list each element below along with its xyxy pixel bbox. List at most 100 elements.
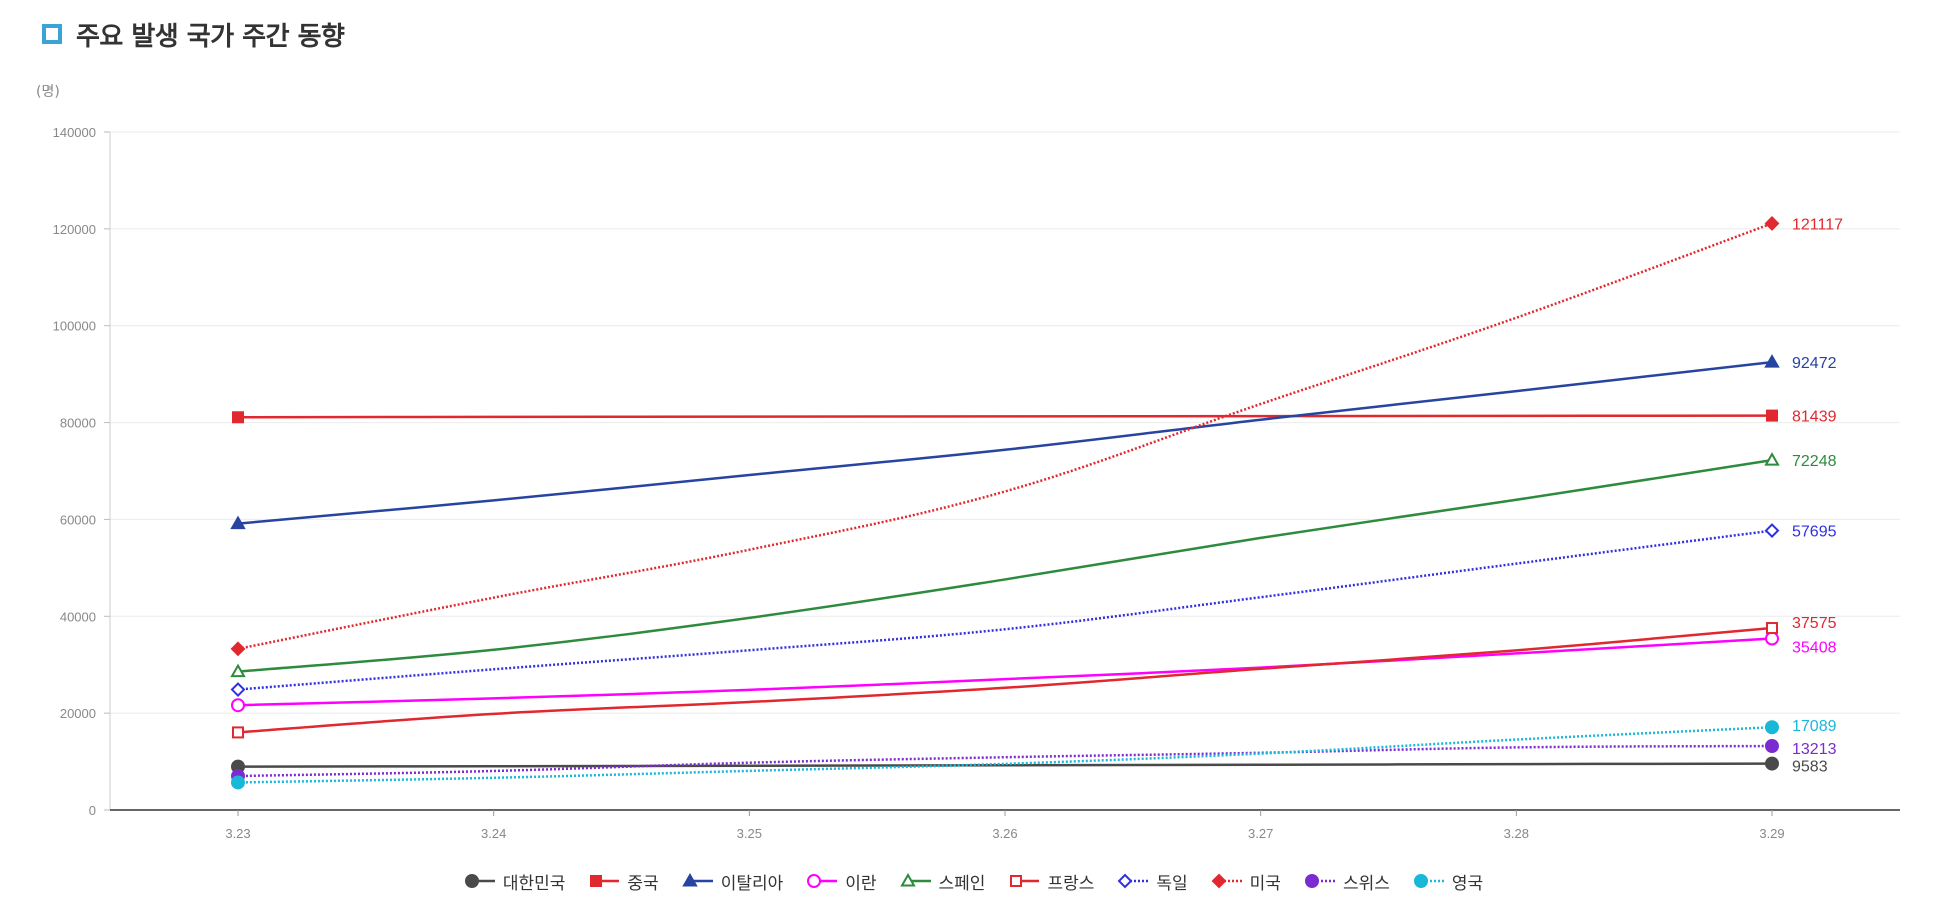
legend-marker[interactable] — [464, 874, 479, 888]
legend-swatch — [1117, 873, 1149, 889]
series-line — [237, 626, 1773, 734]
legend-label: 대한민국 — [502, 873, 566, 894]
legend-marker[interactable] — [1413, 874, 1428, 888]
legend-marker[interactable] — [1304, 874, 1319, 888]
data-label: 35408 — [1792, 640, 1837, 657]
data-point[interactable] — [1766, 409, 1778, 422]
legend-swatch — [464, 874, 495, 888]
data-label: 17089 — [1792, 718, 1837, 735]
y-tick-label: 100000 — [53, 319, 96, 334]
chart-legend: 대한민국 중국 이탈리아 이란 스페인 프랑스 독일 미국 스위스 영국 — [0, 866, 1946, 896]
series-3 — [230, 354, 1780, 530]
series-5 — [230, 452, 1780, 678]
data-label: 13213 — [1792, 741, 1837, 758]
axes: 0 20000 40000 60000 80000 100000 120000 140000 3… — [53, 125, 1900, 841]
legend-label: 스페인 — [938, 873, 986, 894]
data-point[interactable] — [1764, 523, 1780, 539]
grid-lines — [110, 131, 1900, 714]
data-point[interactable] — [1765, 756, 1779, 771]
data-label: 57695 — [1792, 524, 1837, 541]
legend-marker[interactable] — [681, 872, 698, 887]
data-label: 9583 — [1792, 759, 1828, 776]
legend-marker[interactable] — [899, 872, 916, 887]
legend-swatch — [1413, 874, 1444, 888]
data-point[interactable] — [230, 515, 246, 530]
legend-swatch — [681, 872, 713, 887]
series-4 — [231, 631, 1779, 713]
data-point[interactable] — [1764, 452, 1780, 466]
x-tick-label: 3.25 — [737, 826, 762, 841]
legend-swatch — [1304, 874, 1335, 888]
series-line — [237, 414, 1773, 419]
series-10 — [231, 720, 1779, 790]
series-line — [237, 637, 1773, 707]
legend-item[interactable]: 스위스 — [1303, 869, 1390, 894]
series-line — [237, 725, 1773, 784]
page-title: 주요 발생 국가 주간 동향 — [76, 21, 345, 52]
legend-marker[interactable] — [807, 874, 822, 888]
data-point[interactable] — [232, 411, 244, 424]
chart-header: 주요 발생 국가 주간 동향 — [42, 14, 345, 54]
series-1 — [231, 756, 1779, 774]
x-tick-label: 3.27 — [1248, 826, 1273, 841]
data-point[interactable] — [231, 698, 245, 713]
series-8 — [230, 216, 1780, 657]
legend-item[interactable]: 중국 — [587, 869, 659, 894]
series-line — [237, 762, 1773, 768]
data-point[interactable] — [1765, 739, 1779, 754]
legend-item[interactable]: 이탈리아 — [681, 869, 784, 894]
legend-label: 스위스 — [1342, 873, 1390, 894]
series-lines — [230, 216, 1780, 790]
data-label: 37575 — [1792, 615, 1837, 632]
series-line — [237, 529, 1773, 691]
data-point[interactable] — [230, 663, 246, 678]
data-point[interactable] — [230, 682, 246, 697]
data-point[interactable] — [231, 775, 245, 790]
y-tick-label: 60000 — [60, 512, 96, 527]
legend-marker[interactable] — [590, 875, 603, 887]
series-line — [237, 458, 1773, 673]
data-point[interactable] — [230, 641, 246, 657]
data-point[interactable] — [1765, 631, 1779, 646]
legend-label: 중국 — [627, 873, 659, 894]
y-tick-label: 0 — [89, 803, 96, 818]
legend-item[interactable]: 대한민국 — [463, 869, 566, 894]
legend-swatch — [590, 875, 620, 887]
x-tick-label: 3.23 — [225, 826, 250, 841]
series-7 — [230, 523, 1780, 697]
y-unit-label: (명) — [36, 84, 60, 100]
x-tick-label: 3.29 — [1759, 826, 1784, 841]
legend-marker[interactable] — [1010, 875, 1023, 887]
legend-item[interactable]: 미국 — [1210, 869, 1281, 894]
series-9 — [231, 739, 1779, 784]
line-chart: (명) 0 20000 40000 60000 80000 100000 120000 140… — [36, 84, 1900, 841]
legend-item[interactable]: 스페인 — [899, 869, 986, 894]
legend-swatch — [1211, 873, 1242, 889]
data-point[interactable] — [232, 726, 244, 739]
legend-item[interactable]: 프랑스 — [1007, 869, 1094, 894]
y-tick-label: 20000 — [60, 706, 96, 721]
series-6 — [232, 622, 1778, 739]
data-point[interactable] — [1766, 622, 1778, 635]
legend-marker[interactable] — [1211, 873, 1227, 889]
legend-label: 이란 — [845, 873, 877, 894]
legend-marker[interactable] — [1117, 873, 1133, 889]
legend-item[interactable]: 이란 — [805, 869, 877, 894]
legend-item[interactable]: 영국 — [1412, 869, 1483, 894]
data-point[interactable] — [1764, 354, 1780, 368]
y-tick-label: 140000 — [53, 125, 96, 140]
data-point[interactable] — [1765, 720, 1779, 735]
legend-label: 프랑스 — [1047, 873, 1095, 894]
series-2 — [232, 409, 1778, 424]
data-label: 92472 — [1792, 355, 1837, 372]
data-labels: 9583 81439 92472 35408 72248 37575 57695 121117… — [1792, 216, 1843, 775]
legend-swatch — [807, 874, 838, 888]
square-outline-icon — [42, 24, 62, 44]
legend-item[interactable]: 독일 — [1116, 869, 1188, 894]
x-tick-label: 3.28 — [1504, 826, 1529, 841]
legend-swatch — [1010, 875, 1040, 887]
data-label: 81439 — [1792, 409, 1837, 426]
legend-label: 이탈리아 — [720, 873, 784, 894]
data-point[interactable] — [1764, 216, 1780, 231]
x-tick-label: 3.26 — [992, 826, 1017, 841]
